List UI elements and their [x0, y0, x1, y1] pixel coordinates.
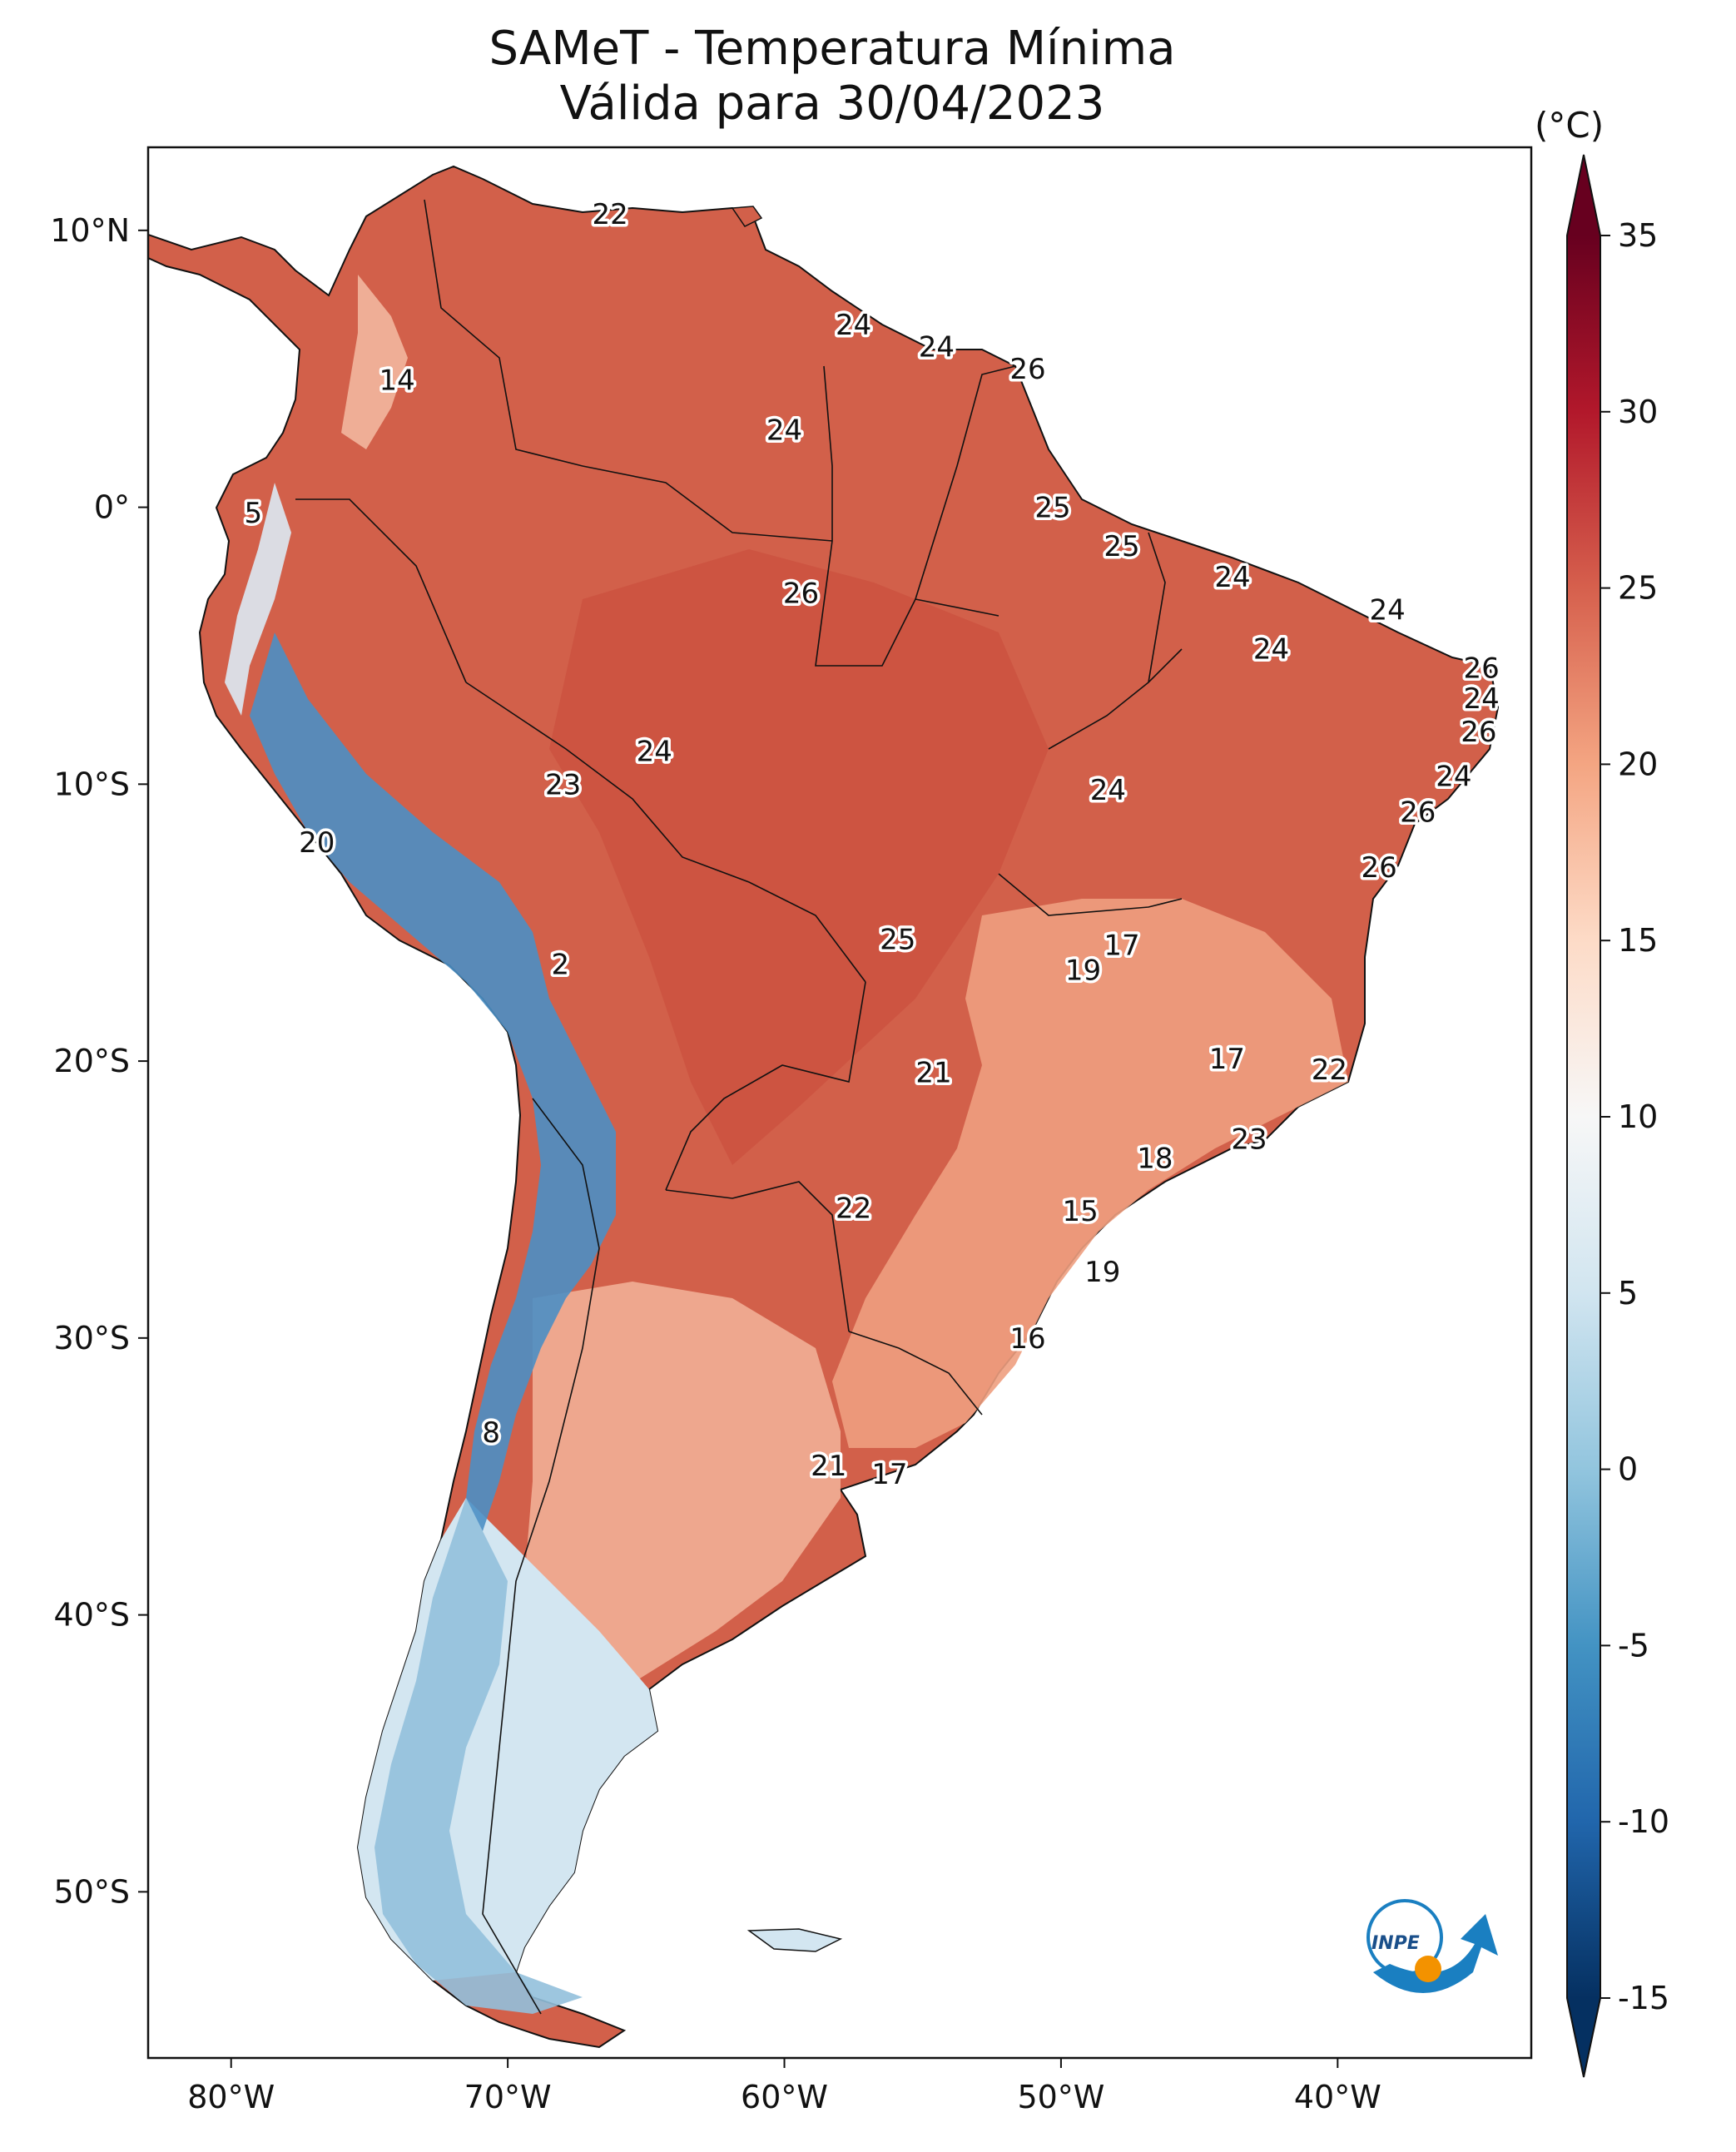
hot-interior — [549, 549, 1049, 1165]
temperature-label: 18 — [1137, 1143, 1173, 1176]
colorbar-ticks: 35 30 25 20 15 10 5 0 -5 -10 -15 — [1600, 217, 1669, 2016]
temperature-label: 25 — [1034, 492, 1070, 525]
temperature-label: 19 — [1065, 954, 1101, 987]
temperature-label: 26 — [1362, 851, 1397, 885]
temperature-label: 24 — [637, 735, 672, 768]
lon-tick-label: 60°W — [741, 2079, 828, 2115]
temperature-label: 16 — [1009, 1322, 1045, 1356]
lon-tick-label: 80°W — [187, 2079, 275, 2115]
temperature-label: 5 — [244, 497, 262, 530]
temperature-label: 26 — [1461, 716, 1496, 749]
temperature-label: 24 — [766, 414, 802, 447]
temperature-label: 17 — [871, 1458, 907, 1491]
temperature-label: 21 — [915, 1056, 951, 1089]
colorbar-tick-label: -10 — [1618, 1803, 1669, 1840]
temperature-label: 19 — [1084, 1256, 1120, 1289]
colorbar-tick-label: 15 — [1618, 922, 1658, 959]
map-area — [148, 165, 1500, 2049]
colorbar-unit: (°C) — [1535, 105, 1605, 146]
temperature-label: 15 — [1063, 1195, 1099, 1228]
temperature-label: 26 — [783, 578, 819, 611]
axis-ticks: 80°W 70°W 60°W 50°W 40°W 10°N 0° 10°S 20°S 30°S 40… — [50, 212, 1381, 2115]
falkland-islands — [746, 1928, 843, 1952]
colorbar-body — [1567, 236, 1600, 1998]
temperature-label: 26 — [1400, 796, 1436, 830]
temperature-label: 17 — [1209, 1043, 1245, 1076]
lat-tick-label: 30°S — [54, 1320, 130, 1356]
temperature-label: 14 — [379, 364, 415, 398]
temperature-label: 23 — [1231, 1123, 1267, 1156]
logo-text: INPE — [1371, 1933, 1420, 1954]
temperature-label: 2 — [551, 949, 569, 982]
lon-tick-label: 70°W — [464, 2079, 552, 2115]
temperature-label: 23 — [545, 768, 581, 801]
colorbar-tick-label: 35 — [1618, 217, 1658, 254]
colorbar-tick-label: 20 — [1618, 746, 1658, 782]
temperature-label: 24 — [1370, 594, 1406, 627]
map-frame — [146, 146, 1533, 2060]
colorbar-tick-label: -5 — [1618, 1627, 1649, 1664]
lat-tick-label: 40°S — [54, 1597, 130, 1634]
mild-southeast — [832, 899, 1348, 1448]
temperature-label: 22 — [592, 198, 627, 231]
temperature-label: 22 — [1312, 1054, 1347, 1087]
temperature-label: 24 — [1090, 774, 1126, 807]
temperature-label: 24 — [1214, 561, 1250, 594]
temperature-label: 21 — [811, 1450, 846, 1483]
colorbar-tick-label: 25 — [1618, 570, 1658, 607]
lat-tick-label: 10°S — [54, 766, 130, 802]
temperature-label: 22 — [836, 1192, 871, 1225]
colorbar-min-arrow — [1567, 1998, 1600, 2077]
temperature-label: 26 — [1464, 652, 1500, 686]
temperature-label: 8 — [482, 1416, 500, 1450]
lon-tick-label: 50°W — [1017, 2079, 1104, 2115]
lat-tick-label: 10°N — [50, 212, 130, 249]
colorbar-tick-label: 0 — [1618, 1451, 1638, 1488]
colorbar-max-arrow — [1567, 155, 1600, 236]
temperature-label: 17 — [1104, 929, 1139, 962]
andes-cold-ridge — [250, 632, 616, 1531]
logo-swoosh — [1373, 1914, 1498, 1993]
temperature-label: 24 — [1253, 632, 1289, 666]
colorbar-tick-label: -15 — [1618, 1980, 1669, 2016]
lon-tick-label: 40°W — [1294, 2079, 1381, 2115]
map-title: SAMeT - Temperatura Mínima Válida para 3… — [0, 22, 1664, 131]
temperature-label: 25 — [880, 924, 915, 957]
colorbar-tick-label: 10 — [1618, 1098, 1658, 1135]
temperature-label: 24 — [919, 331, 955, 364]
andes-snow-line — [225, 483, 291, 716]
lat-tick-label: 0° — [94, 489, 130, 526]
lat-tick-label: 50°S — [54, 1873, 130, 1910]
temperature-label: 24 — [1436, 760, 1471, 793]
country-borders — [295, 199, 1183, 2015]
temperature-label: 25 — [1104, 530, 1139, 563]
temperature-label: 20 — [299, 826, 335, 860]
temperature-label: 24 — [1464, 682, 1500, 716]
title-line-1: SAMeT - Temperatura Mínima — [489, 22, 1176, 76]
temperature-label: 26 — [1009, 353, 1045, 386]
colorbar: 35 30 25 20 15 10 5 0 -5 -10 -15 — [1566, 154, 1669, 2078]
caribbean-coast — [731, 206, 763, 227]
colombia-andes — [341, 275, 408, 449]
colorbar-tick-label: 30 — [1618, 394, 1658, 430]
inpe-logo: INPE — [1366, 1899, 1498, 1993]
logo-dot — [1415, 1956, 1441, 1982]
colorbar-tick-label: 5 — [1618, 1275, 1638, 1312]
colder-patagonia — [374, 1498, 583, 2014]
title-line-2: Válida para 30/04/2023 — [559, 77, 1105, 131]
temperature-label: 24 — [836, 309, 871, 342]
mild-pampas — [524, 1282, 841, 1714]
lat-tick-label: 20°S — [54, 1043, 130, 1079]
